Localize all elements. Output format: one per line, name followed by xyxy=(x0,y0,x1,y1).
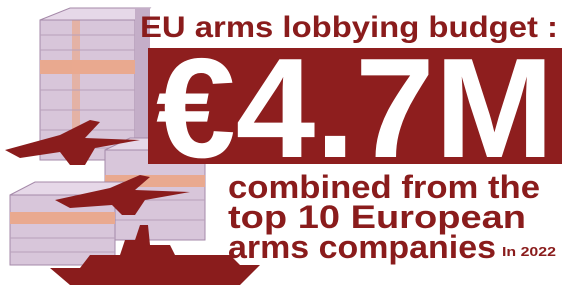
amount: €4.7M xyxy=(156,29,554,188)
body-line: arms companies xyxy=(228,229,496,265)
year-note: In 2022 xyxy=(502,244,556,259)
infographic: EU arms lobbying budget : €4.7M combined… xyxy=(0,0,569,290)
page: EU arms lobbying budget : €4.7M combined… xyxy=(0,0,569,290)
